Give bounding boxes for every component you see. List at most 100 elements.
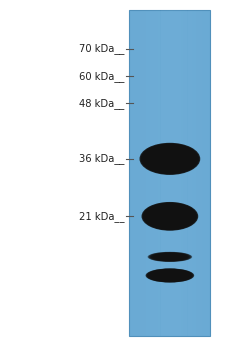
Ellipse shape — [143, 203, 196, 230]
Bar — [167, 10, 169, 336]
Bar — [179, 10, 181, 336]
Bar — [196, 10, 198, 336]
Bar — [152, 10, 154, 336]
Bar — [150, 10, 152, 336]
Ellipse shape — [153, 271, 186, 280]
Bar — [158, 10, 160, 336]
Bar — [198, 10, 200, 336]
Bar — [208, 10, 210, 336]
Bar — [192, 10, 194, 336]
Bar — [144, 10, 146, 336]
Bar — [200, 10, 202, 336]
Ellipse shape — [152, 149, 187, 168]
Ellipse shape — [145, 146, 194, 172]
Ellipse shape — [146, 268, 194, 283]
Text: 21 kDa__: 21 kDa__ — [79, 211, 124, 222]
Ellipse shape — [153, 270, 187, 281]
Text: 70 kDa__: 70 kDa__ — [79, 44, 124, 54]
Ellipse shape — [156, 254, 184, 260]
Ellipse shape — [154, 253, 186, 261]
Ellipse shape — [148, 252, 192, 262]
Ellipse shape — [155, 254, 185, 260]
Ellipse shape — [154, 151, 185, 167]
Bar — [169, 10, 171, 336]
Ellipse shape — [147, 269, 193, 282]
Ellipse shape — [157, 272, 182, 279]
Bar — [173, 10, 175, 336]
Ellipse shape — [150, 206, 190, 226]
Bar — [183, 10, 185, 336]
Ellipse shape — [142, 144, 198, 174]
Ellipse shape — [142, 144, 197, 173]
Text: 48 kDa__: 48 kDa__ — [79, 98, 124, 108]
Bar — [185, 10, 187, 336]
Bar — [175, 10, 177, 336]
Bar — [160, 10, 162, 336]
Bar — [202, 10, 204, 336]
Ellipse shape — [149, 269, 190, 282]
Ellipse shape — [144, 203, 196, 229]
Ellipse shape — [150, 252, 190, 262]
Bar — [171, 10, 173, 336]
Ellipse shape — [154, 209, 185, 224]
Bar — [187, 10, 189, 336]
Bar — [206, 10, 208, 336]
Ellipse shape — [151, 149, 189, 169]
Ellipse shape — [148, 252, 191, 262]
Ellipse shape — [149, 269, 191, 282]
Bar — [181, 10, 183, 336]
Ellipse shape — [149, 148, 190, 170]
Ellipse shape — [146, 269, 194, 282]
Ellipse shape — [146, 146, 193, 171]
Ellipse shape — [142, 202, 198, 231]
Ellipse shape — [140, 143, 200, 175]
Ellipse shape — [151, 270, 189, 281]
Ellipse shape — [152, 253, 188, 261]
Bar — [136, 10, 138, 336]
Ellipse shape — [148, 205, 192, 227]
Bar — [204, 10, 206, 336]
Ellipse shape — [155, 209, 184, 224]
Bar — [138, 10, 140, 336]
Bar — [194, 10, 196, 336]
Ellipse shape — [146, 204, 194, 228]
Ellipse shape — [152, 207, 188, 225]
Ellipse shape — [152, 270, 188, 281]
Bar — [129, 10, 210, 336]
Bar — [177, 10, 179, 336]
Ellipse shape — [154, 271, 186, 280]
Bar — [156, 10, 158, 336]
Ellipse shape — [148, 147, 191, 170]
Ellipse shape — [140, 143, 199, 174]
Bar — [142, 10, 144, 336]
Ellipse shape — [147, 147, 192, 171]
Bar — [154, 10, 156, 336]
Ellipse shape — [148, 269, 192, 282]
Ellipse shape — [149, 206, 191, 227]
Ellipse shape — [143, 145, 196, 173]
Ellipse shape — [153, 253, 187, 261]
Bar — [131, 10, 133, 336]
Ellipse shape — [151, 252, 189, 261]
Ellipse shape — [150, 148, 189, 169]
Text: 36 kDa__: 36 kDa__ — [79, 153, 124, 164]
Ellipse shape — [155, 271, 185, 280]
Ellipse shape — [149, 252, 191, 262]
Ellipse shape — [151, 252, 189, 261]
Bar — [210, 10, 212, 336]
Bar — [133, 10, 135, 336]
Bar — [129, 10, 131, 336]
Bar — [146, 10, 148, 336]
Ellipse shape — [153, 208, 187, 225]
Ellipse shape — [151, 207, 189, 226]
Ellipse shape — [153, 208, 186, 225]
Ellipse shape — [157, 272, 183, 279]
Ellipse shape — [144, 145, 195, 172]
Text: 60 kDa__: 60 kDa__ — [79, 71, 124, 81]
Ellipse shape — [147, 205, 193, 228]
Bar — [190, 10, 192, 336]
Bar — [148, 10, 150, 336]
Bar — [165, 10, 167, 336]
Ellipse shape — [157, 254, 183, 260]
Ellipse shape — [150, 270, 189, 281]
